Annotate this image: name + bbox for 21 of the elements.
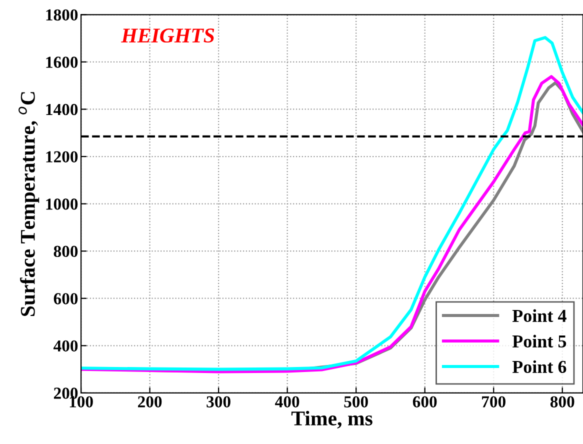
x-tick-label: 700: [482, 396, 506, 408]
x-tick-label: 800: [550, 396, 574, 408]
y-tick-label: 1200: [46, 151, 78, 162]
x-tick-label: 300: [206, 396, 230, 408]
y-tick-label: 800: [54, 246, 78, 258]
x-tick-label: 400: [275, 396, 300, 408]
x-tick-label: 200: [138, 396, 162, 408]
y-axis-title: Surface Temperature, $^{o}$C: [18, 92, 40, 316]
y-tick-label: 1800: [46, 9, 78, 21]
y-tick-label: 1600: [46, 56, 78, 68]
legend-label: Point 6: [512, 360, 566, 374]
y-tick-label: 400: [53, 340, 78, 352]
legend-label: Point 4: [512, 309, 566, 322]
x-axis-title: Time, ms: [291, 410, 372, 429]
annotation: HEIGHTS: [121, 28, 214, 43]
x-tick-label: 600: [412, 396, 437, 408]
y-tick-label: 1400: [46, 104, 78, 116]
x-tick-label: 500: [344, 396, 368, 408]
legend-label: Point 5: [512, 334, 566, 348]
y-tick-label: 600: [54, 293, 78, 304]
y-tick-label: 1000: [46, 198, 78, 210]
